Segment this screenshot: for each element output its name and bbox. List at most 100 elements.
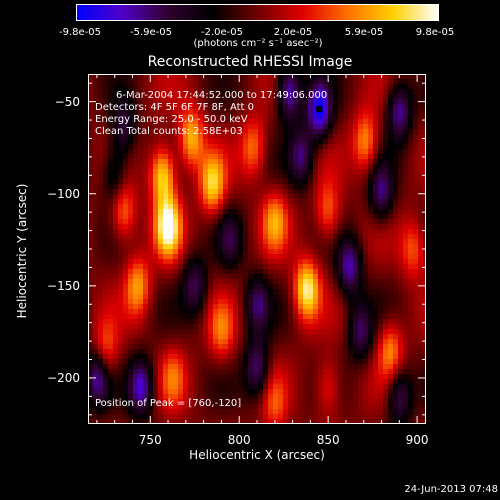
heatmap-cell xyxy=(93,354,99,360)
heatmap-cell xyxy=(393,404,399,410)
heatmap-cell xyxy=(328,239,334,245)
heatmap-cell xyxy=(368,359,374,365)
heatmap-cell xyxy=(328,319,334,325)
heatmap-cell xyxy=(138,384,144,390)
heatmap-cell xyxy=(103,194,109,200)
heatmap-cell xyxy=(158,349,164,355)
heatmap-cell xyxy=(248,379,254,385)
heatmap-cell xyxy=(103,204,109,210)
heatmap-cell xyxy=(223,249,229,255)
heatmap-cell xyxy=(138,414,144,420)
heatmap-cell xyxy=(258,89,264,95)
heatmap-cell xyxy=(113,224,119,230)
heatmap-cell xyxy=(343,224,349,230)
heatmap-cell xyxy=(103,164,109,170)
heatmap-cell xyxy=(193,99,199,105)
heatmap-cell xyxy=(228,409,234,415)
heatmap-cell xyxy=(313,89,319,95)
heatmap-cell xyxy=(158,74,164,80)
heatmap-cell xyxy=(278,149,284,155)
heatmap-cell xyxy=(263,114,269,120)
heatmap-cell xyxy=(308,294,314,300)
heatmap-cell xyxy=(378,279,384,285)
heatmap-cell xyxy=(423,304,426,310)
heatmap-cell xyxy=(118,409,124,415)
heatmap-cell xyxy=(123,254,129,260)
heatmap-cell xyxy=(298,274,304,280)
heatmap-cell xyxy=(263,154,269,160)
heatmap-cell xyxy=(423,234,426,240)
heatmap-cell xyxy=(228,394,234,400)
heatmap-cell xyxy=(223,124,229,130)
heatmap-cell xyxy=(238,404,244,410)
heatmap-cell xyxy=(313,374,319,380)
heatmap-cell xyxy=(223,174,229,180)
heatmap-cell xyxy=(158,419,164,424)
heatmap-cell xyxy=(333,119,339,125)
heatmap-cell xyxy=(233,239,239,245)
heatmap-cell xyxy=(283,254,289,260)
heatmap-cell xyxy=(203,419,209,424)
heatmap-cell xyxy=(123,304,129,310)
heatmap-cell xyxy=(108,294,114,300)
heatmap-cell xyxy=(178,99,184,105)
heatmap-cell xyxy=(278,154,284,160)
heatmap-cell xyxy=(288,139,294,145)
heatmap-cell xyxy=(123,394,129,400)
heatmap-cell xyxy=(218,379,224,385)
heatmap-cell xyxy=(243,119,249,125)
heatmap-cell xyxy=(258,349,264,355)
heatmap-cell xyxy=(368,234,374,240)
heatmap-cell xyxy=(333,94,339,100)
heatmap-cell xyxy=(398,294,404,300)
heatmap-cell xyxy=(363,169,369,175)
heatmap-cell xyxy=(148,349,154,355)
heatmap-cell xyxy=(303,359,309,365)
heatmap-cell xyxy=(383,379,389,385)
heatmap-cell xyxy=(268,294,274,300)
heatmap-cell xyxy=(383,374,389,380)
heatmap-cell xyxy=(233,339,239,345)
heatmap-cell xyxy=(88,334,94,340)
heatmap-cell xyxy=(93,129,99,135)
heatmap-cell xyxy=(223,144,229,150)
heatmap-cell xyxy=(323,84,329,90)
heatmap-cell xyxy=(398,334,404,340)
heatmap-cell xyxy=(193,204,199,210)
heatmap-cell xyxy=(158,364,164,370)
heatmap-cell xyxy=(253,349,259,355)
heatmap-cell xyxy=(328,139,334,145)
heatmap-cell xyxy=(238,304,244,310)
heatmap-cell xyxy=(293,354,299,360)
heatmap-cell xyxy=(98,304,104,310)
heatmap-cell xyxy=(408,344,414,350)
heatmap-cell xyxy=(413,284,419,290)
heatmap-cell xyxy=(308,359,314,365)
heatmap-cell xyxy=(148,264,154,270)
heatmap-cell xyxy=(123,389,129,395)
heatmap-cell xyxy=(118,124,124,130)
heatmap-cell xyxy=(198,174,204,180)
heatmap-cell xyxy=(238,109,244,115)
heatmap-cell xyxy=(228,234,234,240)
heatmap-cell xyxy=(178,164,184,170)
heatmap-cell xyxy=(138,334,144,340)
heatmap-cell xyxy=(388,224,394,230)
heatmap-cell xyxy=(183,289,189,295)
heatmap-cell xyxy=(313,74,319,80)
heatmap-cell xyxy=(88,104,94,110)
heatmap-cell xyxy=(323,204,329,210)
heatmap-cell xyxy=(88,369,94,375)
heatmap-cell xyxy=(153,319,159,325)
heatmap-cell xyxy=(198,269,204,275)
heatmap-cell xyxy=(213,414,219,420)
heatmap-cell xyxy=(228,84,234,90)
heatmap-cell xyxy=(243,99,249,105)
heatmap-cell xyxy=(113,244,119,250)
heatmap-cell xyxy=(138,279,144,285)
heatmap-cell xyxy=(358,259,364,265)
heatmap-cell xyxy=(148,94,154,100)
heatmap-cell xyxy=(188,149,194,155)
heatmap-cell xyxy=(163,229,169,235)
heatmap-cell xyxy=(303,329,309,335)
